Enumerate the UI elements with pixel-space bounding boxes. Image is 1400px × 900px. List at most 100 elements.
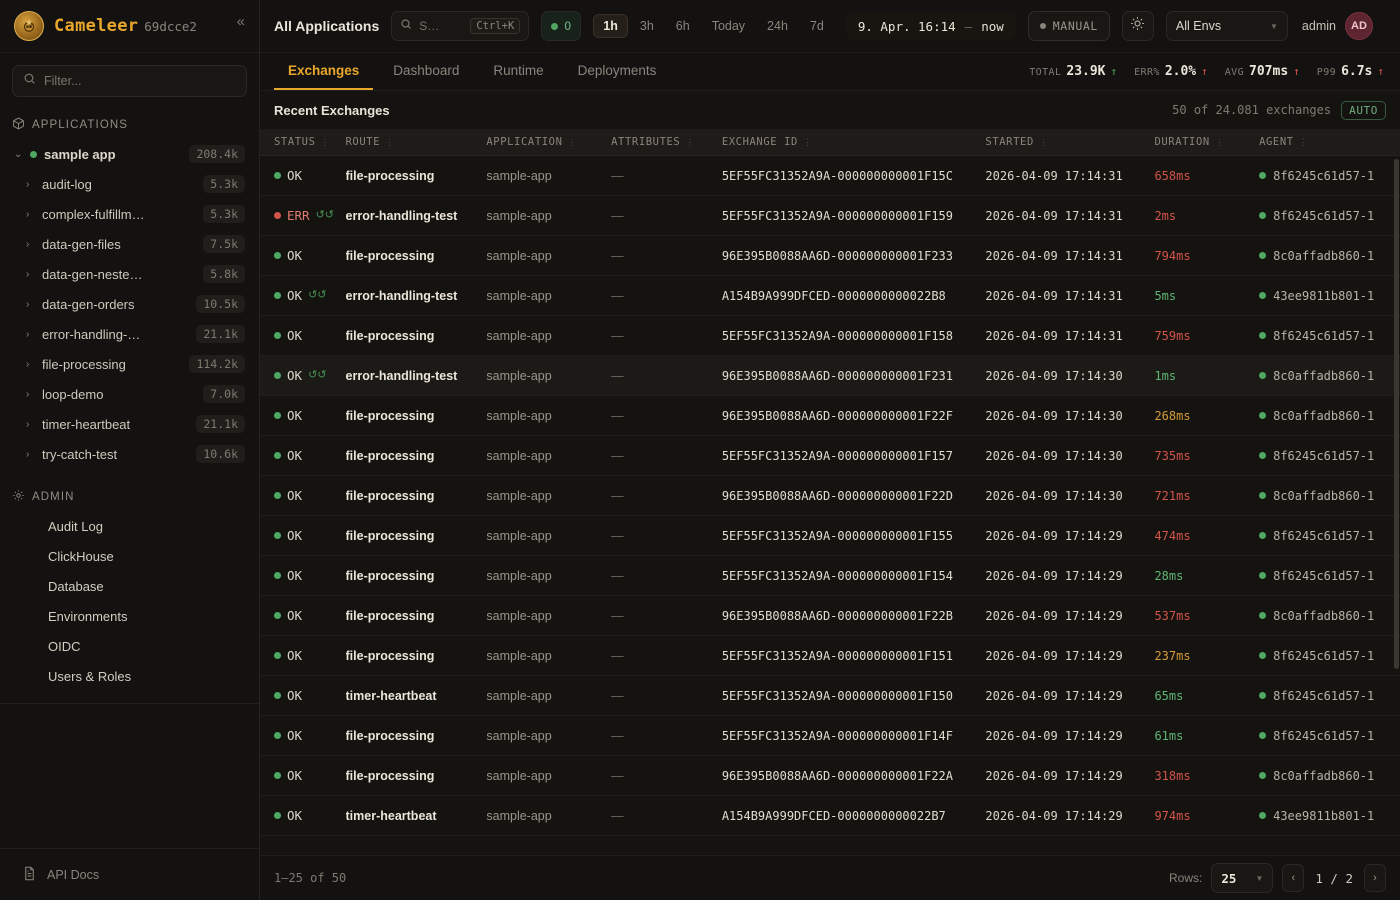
table-row[interactable]: ERR ↺↺ error-handling-test sample-app —5EF55… <box>260 195 1400 236</box>
cell-status: OK <box>260 635 346 676</box>
tab-runtime[interactable]: Runtime <box>493 63 544 78</box>
column-header-agent[interactable]: AGENT ⋮ <box>1259 129 1400 156</box>
rows-per-page-select[interactable]: 25 ▼ <box>1211 863 1274 893</box>
sidebar-admin-item-clickhouse[interactable]: ClickHouse <box>8 541 251 571</box>
time-range-6h[interactable]: 6h <box>675 19 690 33</box>
column-header-exchange-id[interactable]: EXCHANGE ID ⋮ <box>721 129 986 156</box>
cell-exchange-id[interactable]: 5EF55FC31352A9A-000000000001F155 <box>721 515 986 556</box>
section-label: ADMIN <box>32 491 75 503</box>
collapse-sidebar-icon[interactable]: « <box>236 13 245 30</box>
column-header-started[interactable]: STARTED ⋮ <box>985 129 1155 156</box>
tab-exchanges[interactable]: Exchanges <box>274 53 374 90</box>
cell-exchange-id[interactable]: 5EF55FC31352A9A-000000000001F159 <box>721 195 986 236</box>
sidebar-item-data-gen-files[interactable]: › data-gen-files 7.5k <box>8 229 251 259</box>
scope-title: All Applications <box>274 18 380 34</box>
next-page-button[interactable]: › <box>1364 864 1386 892</box>
live-status-pill[interactable]: O <box>541 11 582 41</box>
refresh-mode-pill[interactable]: MANUAL <box>1027 11 1110 41</box>
theme-toggle-button[interactable] <box>1121 11 1154 41</box>
sidebar-item-complex-fulfillm-[interactable]: › complex-fulfillm… 5.3k <box>8 199 251 229</box>
prev-page-button[interactable]: ‹ <box>1282 864 1305 892</box>
table-row[interactable]: OK file-processing sample-app —96E395B0088A… <box>260 755 1400 796</box>
sidebar-admin-item-database[interactable]: Database <box>8 571 251 601</box>
cell-agent: 43ee9811b801-1 <box>1259 275 1400 316</box>
sidebar-item-data-gen-orders[interactable]: › data-gen-orders 10.5k <box>8 289 251 319</box>
sidebar-item-count: 7.5k <box>203 235 245 253</box>
auto-refresh-badge[interactable]: AUTO <box>1341 100 1386 120</box>
sidebar-admin-item-users-roles[interactable]: Users & Roles <box>8 661 251 691</box>
table-row[interactable]: OK ↺↺ error-handling-test sample-app — A154B9… <box>260 275 1400 316</box>
table-row[interactable]: OK file-processing sample-app —5EF55FC31352… <box>260 715 1400 756</box>
cell-exchange-id[interactable]: 5EF55FC31352A9A-000000000001F14F <box>721 715 986 756</box>
sidebar-item-data-gen-neste-[interactable]: › data-gen-neste… 5.8k <box>8 259 251 289</box>
cell-exchange-id[interactable]: 5EF55FC31352A9A-000000000001F15C <box>721 155 986 196</box>
table-row[interactable]: OK file-processing sample-app —96E395B0088A… <box>260 235 1400 276</box>
tab-dashboard[interactable]: Dashboard <box>393 63 460 78</box>
table-row[interactable]: OK timer-heartbeat sample-app —5EF55FC31352… <box>260 675 1400 716</box>
cell-exchange-id[interactable]: 5EF55FC31352A9A-000000000001F150 <box>721 675 986 716</box>
search-input-value[interactable]: S… <box>419 19 440 33</box>
table-row[interactable]: OK file-processing sample-app —5EF55FC31352… <box>260 555 1400 596</box>
sidebar-item-sample-app[interactable]: ⌄ sample app 208.4k <box>8 139 251 169</box>
cell-exchange-id[interactable]: A154B9A999DFCED-0000000000022B7 <box>721 795 986 836</box>
cell-exchange-id[interactable]: A154B9A999DFCED-0000000000022B8 <box>721 275 986 316</box>
cell-exchange-id[interactable]: 96E395B0088AA6D-000000000001F233 <box>721 235 986 276</box>
cell-application: sample-app <box>486 235 612 276</box>
table-row[interactable]: OK file-processing sample-app —96E395B0088A… <box>260 395 1400 436</box>
time-range-7d[interactable]: 7d <box>809 19 824 33</box>
sidebar-filter[interactable] <box>12 65 247 97</box>
metric-value: 6.7s <box>1341 64 1373 79</box>
search-icon <box>400 17 412 35</box>
table-row[interactable]: OK file-processing sample-app —96E395B0088A… <box>260 595 1400 636</box>
column-header-application[interactable]: APPLICATION ⋮ <box>486 129 612 156</box>
cell-exchange-id[interactable]: 96E395B0088AA6D-000000000001F22F <box>721 395 986 436</box>
sidebar-item-loop-demo[interactable]: › loop-demo 7.0k <box>8 379 251 409</box>
column-header-attributes[interactable]: ATTRIBUTES ⋮ <box>611 129 722 156</box>
sidebar-admin-item-oidc[interactable]: OIDC <box>8 631 251 661</box>
column-header-status[interactable]: STATUS ⋮ <box>260 129 346 156</box>
sidebar-admin-item-environments[interactable]: Environments <box>8 601 251 631</box>
cell-exchange-id[interactable]: 96E395B0088AA6D-000000000001F231 <box>721 355 986 396</box>
sidebar-admin-item-audit-log[interactable]: Audit Log <box>8 511 251 541</box>
table-row[interactable]: OK file-processing sample-app —5EF55FC31352… <box>260 155 1400 196</box>
api-docs-link[interactable]: API Docs <box>0 848 259 900</box>
environment-select[interactable]: All Envs ▼ <box>1165 11 1288 41</box>
tab-deployments[interactable]: Deployments <box>577 63 657 78</box>
date-range-picker[interactable]: 9. Apr. 16:14 — now <box>845 12 1016 40</box>
sidebar-item-file-processing[interactable]: › file-processing 114.2k <box>8 349 251 379</box>
cell-duration: 735ms <box>1154 435 1260 476</box>
cell-exchange-id[interactable]: 5EF55FC31352A9A-000000000001F157 <box>721 435 986 476</box>
cell-exchange-id[interactable]: 96E395B0088AA6D-000000000001F22D <box>721 475 986 516</box>
cell-exchange-id[interactable]: 5EF55FC31352A9A-000000000001F151 <box>721 635 986 676</box>
cell-exchange-id[interactable]: 5EF55FC31352A9A-000000000001F158 <box>721 315 986 356</box>
table-row[interactable]: OK file-processing sample-app —5EF55FC31352… <box>260 635 1400 676</box>
sidebar-item-audit-log[interactable]: › audit-log 5.3k <box>8 169 251 199</box>
cell-exchange-id[interactable]: 5EF55FC31352A9A-000000000001F154 <box>721 555 986 596</box>
table-scrollbar[interactable] <box>1394 159 1399 669</box>
column-header-duration[interactable]: DURATION ⋮ <box>1154 129 1260 156</box>
table-row[interactable]: OK file-processing sample-app —96E395B0088A… <box>260 475 1400 516</box>
sidebar-item-try-catch-test[interactable]: › try-catch-test 10.6k <box>8 439 251 469</box>
user-menu[interactable]: admin AD <box>1302 12 1373 40</box>
time-range-1h[interactable]: 1h <box>593 14 628 38</box>
sidebar-item-timer-heartbeat[interactable]: › timer-heartbeat 21.1k <box>8 409 251 439</box>
cell-exchange-id[interactable]: 96E395B0088AA6D-000000000001F22A <box>721 755 986 796</box>
cell-status: OK <box>260 435 346 476</box>
table-row[interactable]: OK ↺↺ error-handling-test sample-app —96E395… <box>260 355 1400 396</box>
table-row[interactable]: OK file-processing sample-app —5EF55FC31352… <box>260 315 1400 356</box>
time-range-24h[interactable]: 24h <box>767 19 788 33</box>
table-row[interactable]: OK file-processing sample-app —5EF55FC31352… <box>260 435 1400 476</box>
table-row[interactable]: OK file-processing sample-app —5EF55FC31352… <box>260 515 1400 556</box>
filter-input[interactable] <box>44 74 236 88</box>
column-header-route[interactable]: ROUTE ⋮ <box>345 129 487 156</box>
sidebar-item-count: 7.0k <box>203 385 245 403</box>
agent-id: 8c0affadb860-1 <box>1273 408 1375 423</box>
time-range-today[interactable]: Today <box>711 19 746 33</box>
sidebar-item-error-handling-[interactable]: › error-handling-… 21.1k <box>8 319 251 349</box>
agent-id: 8f6245c61d57-1 <box>1273 208 1375 223</box>
global-search[interactable]: S… Ctrl+K <box>391 11 530 41</box>
cell-exchange-id[interactable]: 96E395B0088AA6D-000000000001F22B <box>721 595 986 636</box>
time-range-3h[interactable]: 3h <box>639 19 654 33</box>
table-row[interactable]: OK timer-heartbeat sample-app — A154B9A999DF… <box>260 795 1400 836</box>
status-dot-icon <box>274 212 281 219</box>
